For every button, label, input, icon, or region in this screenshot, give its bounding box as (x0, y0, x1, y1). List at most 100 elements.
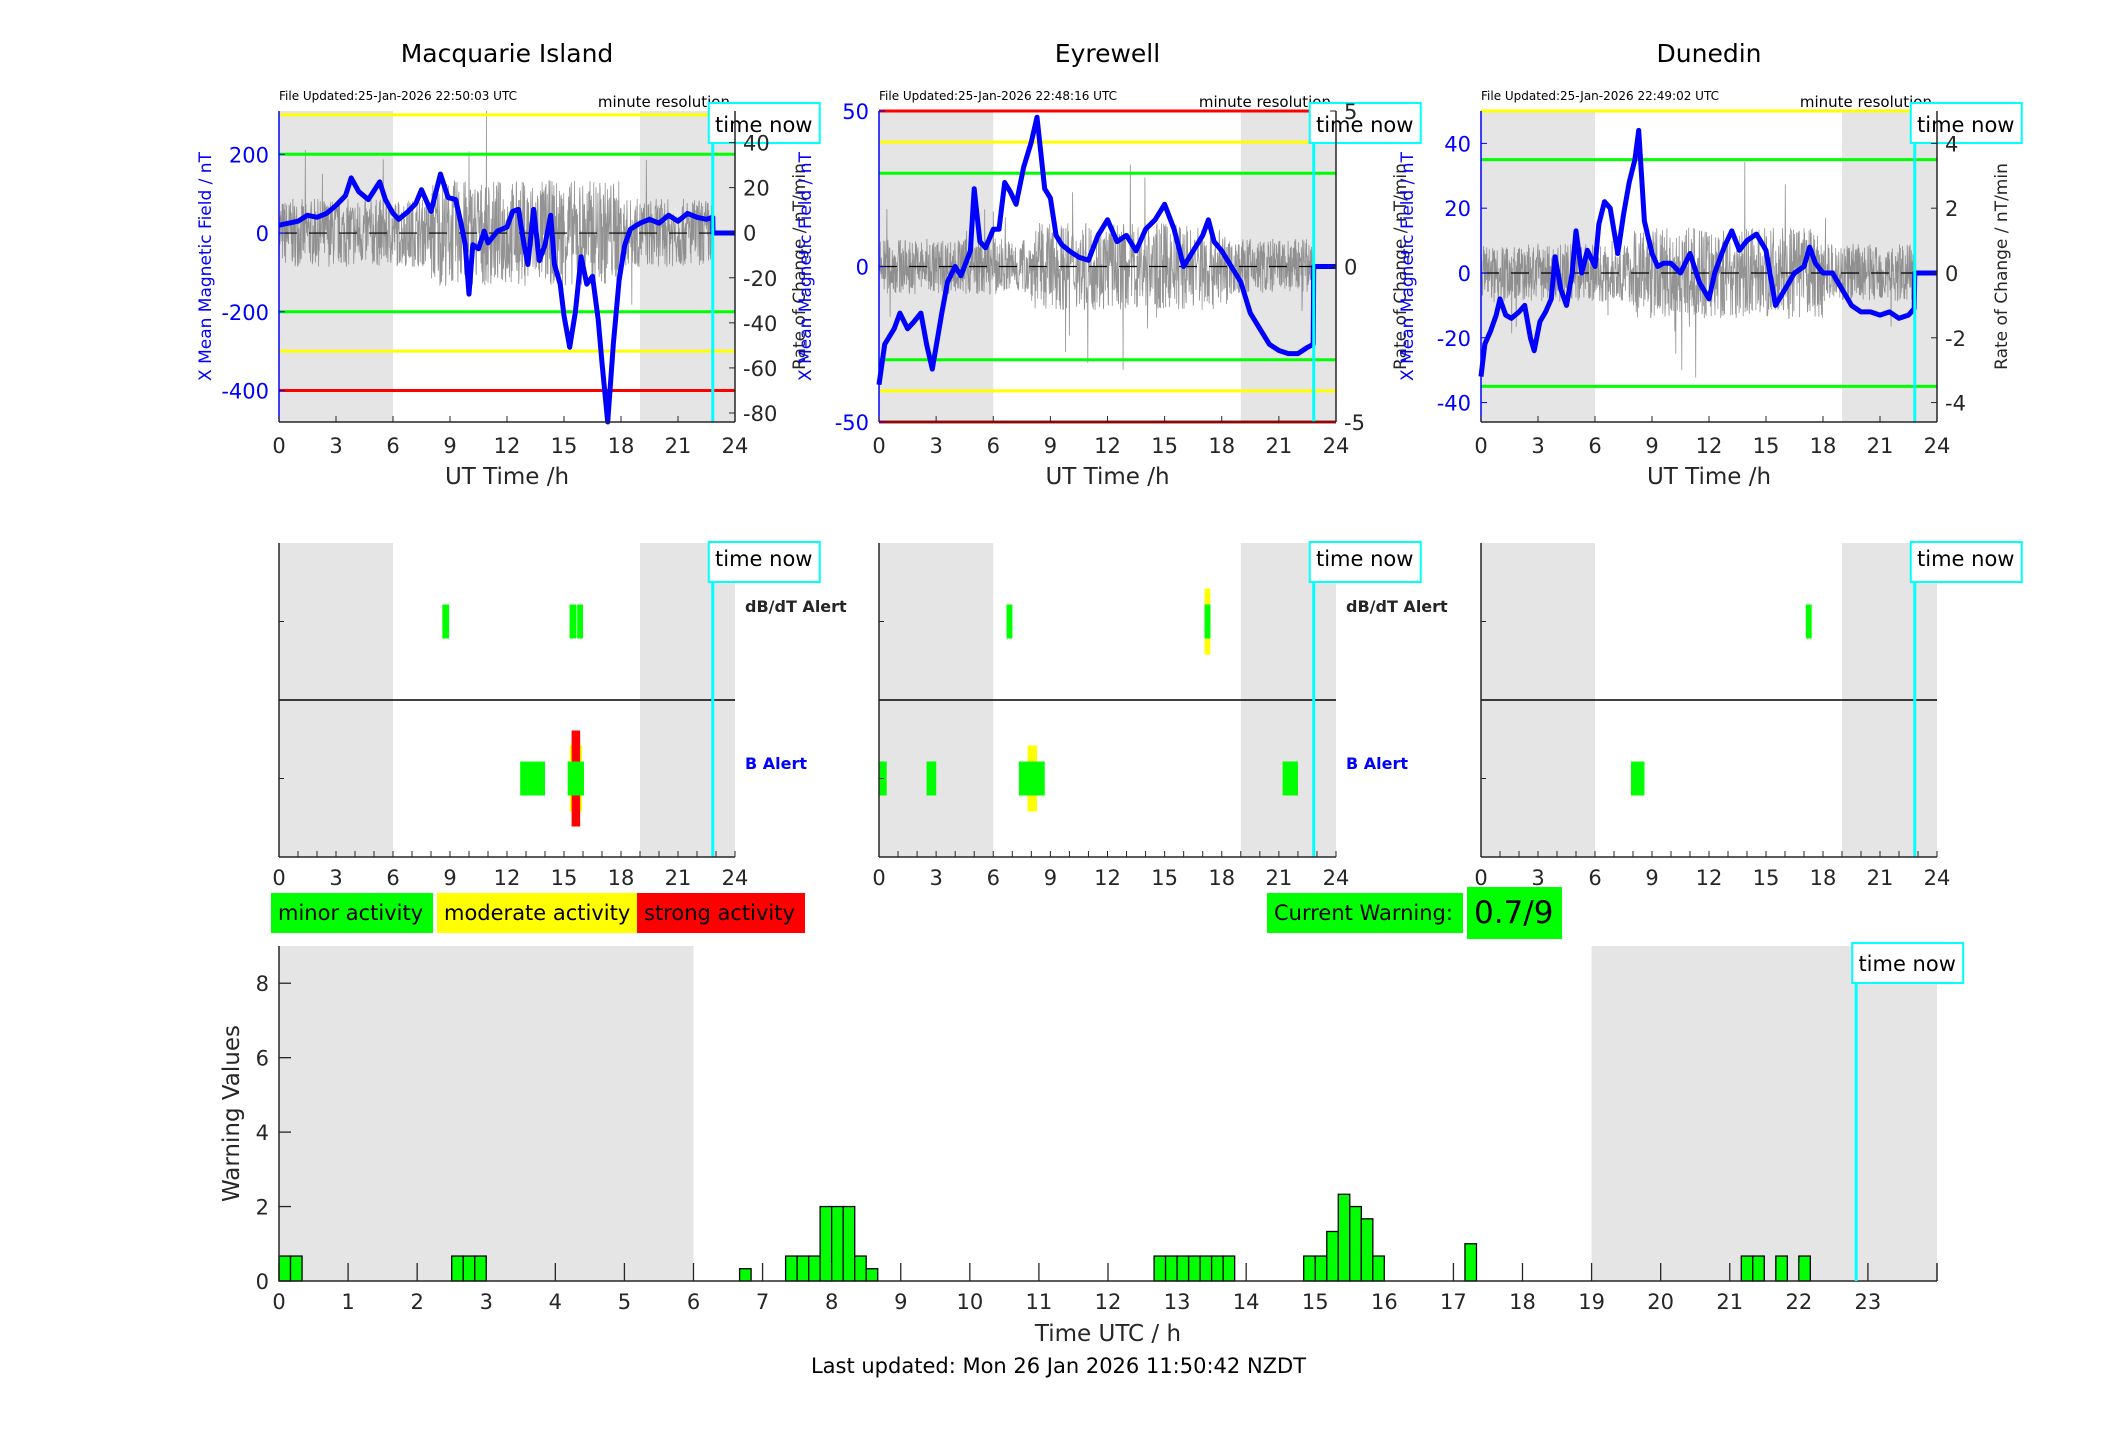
x-tick-label: 24 (1323, 434, 1350, 458)
station-panel-dunedin: Dunedin File Updated:25-Jan-2026 22:49:02… (1398, 39, 2023, 890)
x-tick-label: 21 (1716, 1290, 1743, 1314)
x-tick-label: 19 (1578, 1290, 1605, 1314)
left-y-tick-label: -400 (221, 380, 269, 404)
x-tick-label: 11 (1026, 1290, 1053, 1314)
warning-bar (738, 1268, 752, 1282)
resolution-label: minute resolution (1800, 93, 1932, 111)
y-axis-label: Warning Values (219, 1025, 245, 1202)
warning-bar (1210, 1255, 1224, 1282)
x-tick-label: 0 (1474, 434, 1487, 458)
legend-strong-label: strong activity (644, 901, 795, 925)
warning-bar (278, 1255, 292, 1282)
warning-bar (1372, 1255, 1385, 1282)
dbdt-alert-row-label: dB/dT Alert (1346, 597, 1448, 616)
right-axis-label: Rate of Change / nT/min (790, 163, 810, 370)
mean-field-line (876, 114, 1336, 386)
y-tick-label: 8 (256, 972, 269, 996)
current-warning-label-box: Current Warning: (1267, 893, 1463, 933)
x-tick-label: 24 (1924, 434, 1951, 458)
y-tick-label: 0 (256, 1270, 269, 1294)
right-y-tick-label: -4 (1945, 392, 1966, 416)
alert-x-tick-label: 18 (1810, 866, 1837, 890)
alert-x-tick-label: 3 (329, 866, 342, 890)
warning-bar (1164, 1255, 1178, 1282)
legend-minor-label: minor activity (278, 901, 424, 925)
x-tick-label: 15 (1151, 434, 1178, 458)
right-y-tick-label: 4 (1945, 132, 1958, 156)
warning-bar (1326, 1230, 1339, 1282)
x-tick-label: 0 (272, 1290, 285, 1314)
left-y-tick-label: -20 (1437, 327, 1471, 351)
warning-bar (1337, 1193, 1351, 1282)
warning-bar (289, 1255, 303, 1282)
current-warning-value-box: 0.7/9 (1467, 887, 1562, 939)
alert-x-tick-label: 0 (272, 866, 285, 890)
right-y-tick-label: 40 (743, 132, 770, 156)
x-tick-label: 21 (1266, 434, 1293, 458)
warning-bar (1752, 1255, 1765, 1282)
left-y-tick-label: 0 (256, 222, 269, 246)
alert-x-tick-label: 9 (1645, 866, 1658, 890)
time-now-box (1308, 102, 1422, 144)
station-title: Eyrewell (1055, 39, 1160, 68)
y-tick-label: 6 (256, 1047, 269, 1071)
warning-bar (1153, 1255, 1167, 1282)
x-tick-label: 12 (494, 434, 521, 458)
dbdt-alert-mark-minor (569, 604, 577, 639)
b-alert-mark-minor (520, 761, 545, 796)
x-tick-label: 24 (722, 434, 749, 458)
x-tick-label: 13 (1164, 1290, 1191, 1314)
x-tick-label: 0 (872, 434, 885, 458)
b-alert-mark-minor (567, 761, 584, 796)
x-tick-label: 9 (443, 434, 456, 458)
x-tick-label: 6 (1588, 434, 1601, 458)
left-y-tick-label: 50 (842, 100, 869, 124)
right-y-tick-label: 20 (743, 177, 770, 201)
alert-x-tick-label: 15 (551, 866, 578, 890)
file-updated-text: File Updated:25-Jan-2026 22:49:02 UTC (1481, 89, 1719, 103)
alert-x-tick-label: 12 (494, 866, 521, 890)
left-axis-label: X Mean Magnetic Field / nT (196, 151, 216, 381)
x-tick-label: 3 (480, 1290, 493, 1314)
legend-moderate-label: moderate activity (444, 901, 631, 925)
b-alert-mark-minor (1282, 761, 1298, 796)
alert-x-tick-label: 0 (872, 866, 885, 890)
time-now-box (1308, 541, 1422, 583)
file-updated-text: File Updated:25-Jan-2026 22:50:03 UTC (279, 89, 517, 103)
warning-bar (819, 1205, 833, 1282)
dbdt-alert-mark-minor (577, 604, 583, 639)
station-title: Dunedin (1657, 39, 1762, 68)
right-y-tick-label: -5 (1344, 411, 1365, 435)
left-y-tick-label: 200 (229, 143, 269, 167)
x-tick-label: 4 (549, 1290, 562, 1314)
left-y-tick-label: 0 (856, 256, 869, 280)
left-y-tick-label: -50 (835, 411, 869, 435)
x-tick-label: 12 (1094, 434, 1121, 458)
warning-bar (784, 1255, 798, 1282)
alert-x-tick-label: 15 (1753, 866, 1780, 890)
alert-x-tick-label: 6 (1588, 866, 1601, 890)
warning-bar (1349, 1205, 1362, 1282)
warning-bar (808, 1255, 821, 1282)
warning-bar (1314, 1255, 1328, 1282)
x-tick-label: 15 (551, 434, 578, 458)
left-y-tick-label: 20 (1444, 197, 1471, 221)
left-axis-label: X Mean Magnetic Field / nT (796, 151, 816, 381)
warning-bar (474, 1255, 487, 1282)
x-axis-label: UT Time /h (445, 464, 569, 490)
alert-x-tick-label: 21 (1266, 866, 1293, 890)
alert-x-tick-label: 0 (1474, 866, 1487, 890)
x-tick-label: 3 (1531, 434, 1544, 458)
right-y-tick-label: 5 (1344, 100, 1357, 124)
warning-bar (1740, 1255, 1754, 1282)
x-tick-label: 2 (410, 1290, 423, 1314)
x-tick-label: 6 (386, 434, 399, 458)
left-y-tick-label: 0 (1458, 262, 1471, 286)
x-tick-label: 7 (756, 1290, 769, 1314)
x-tick-label: 6 (687, 1290, 700, 1314)
left-y-tick-label: 40 (1444, 132, 1471, 156)
alert-x-tick-label: 12 (1696, 866, 1723, 890)
resolution-label: minute resolution (598, 93, 730, 111)
alert-x-tick-label: 24 (1924, 866, 1951, 890)
x-tick-label: 21 (1867, 434, 1894, 458)
